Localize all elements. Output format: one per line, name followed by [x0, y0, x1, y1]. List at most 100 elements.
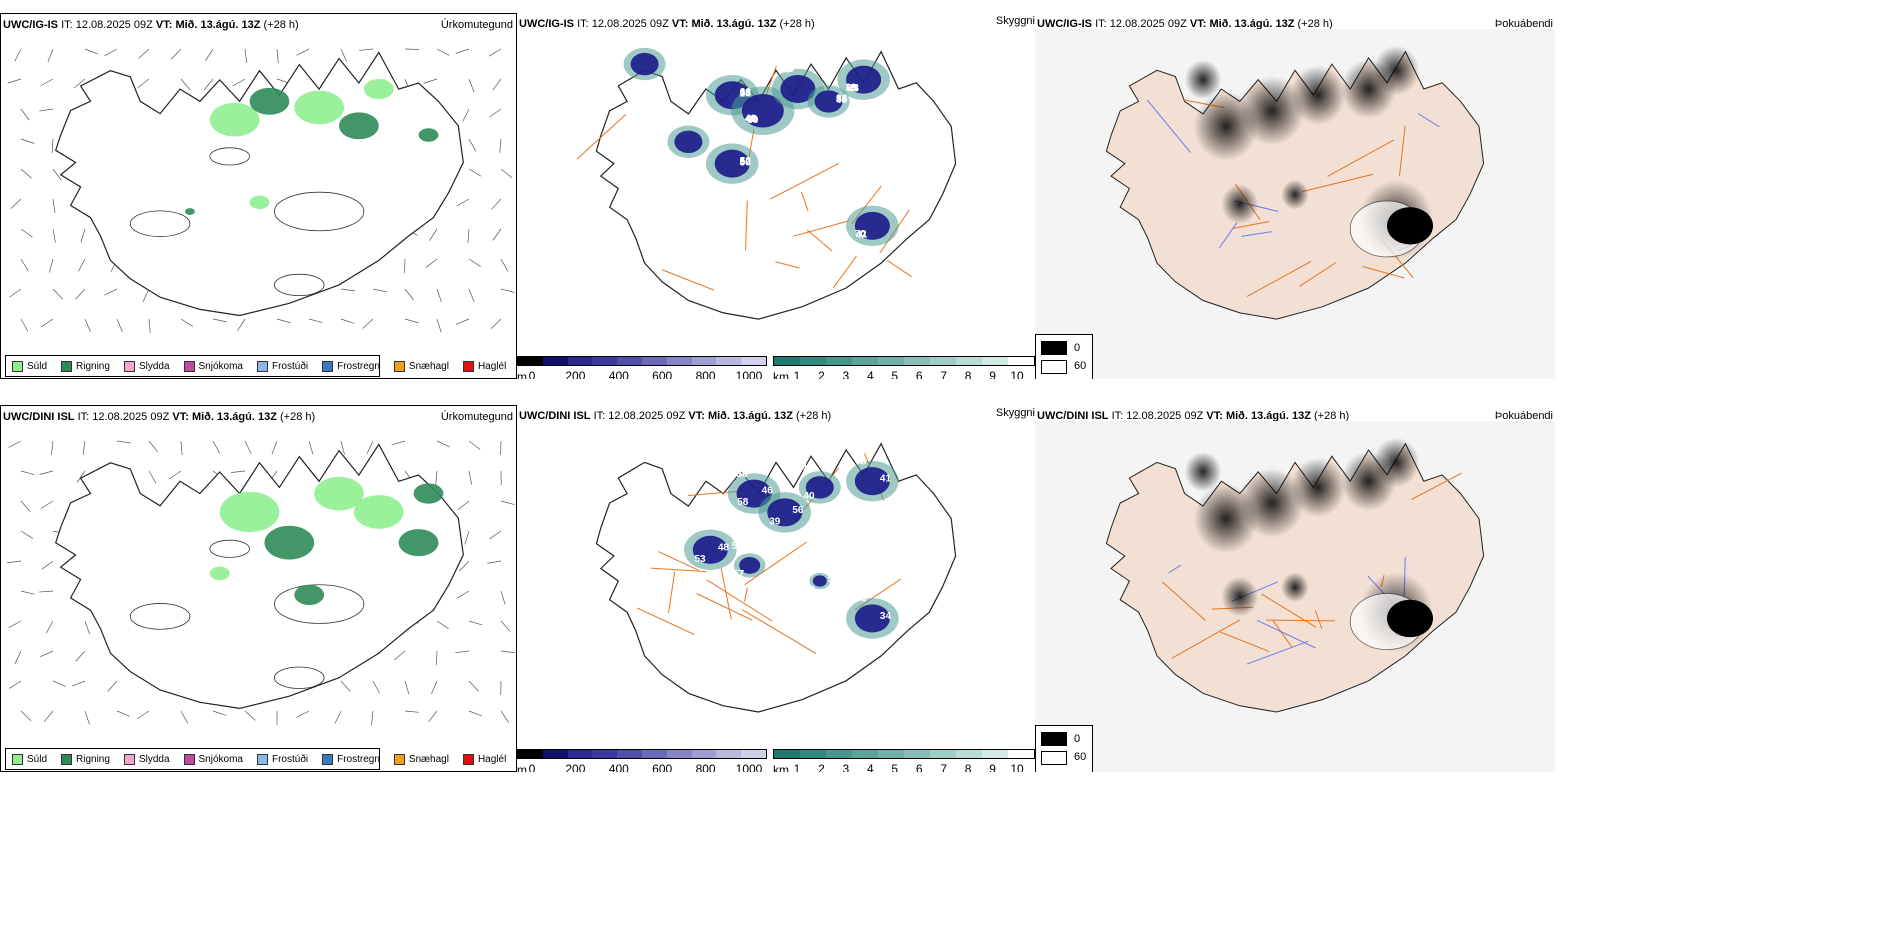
valid-label: VT: — [1206, 410, 1223, 422]
wind-barb — [436, 440, 450, 448]
ceiling-value-label: 48 — [718, 542, 730, 553]
fog-legend: 0 60 — [1035, 334, 1093, 379]
legend-item-7: Haglél — [462, 360, 507, 372]
ceiling-value-label: 48 — [848, 84, 860, 95]
ceiling-value-label: 46 — [762, 486, 774, 497]
lead-time: (+28 h) — [1313, 410, 1350, 422]
fog-area — [1290, 457, 1346, 518]
ceiling-value-label: 37 — [781, 64, 793, 75]
wind-barb — [148, 318, 151, 333]
fog-area — [1387, 207, 1433, 245]
legend-swatch — [393, 753, 405, 765]
wind-barb — [232, 78, 246, 87]
colorbar-swatch — [741, 357, 766, 365]
colorbar-swatch — [518, 357, 543, 365]
ceiling-value-label: 42 — [855, 229, 867, 240]
road — [793, 220, 850, 237]
valid-label: VT: — [688, 410, 705, 422]
colorbar-tick: 5 — [891, 762, 899, 772]
legend-label: Frostúði — [271, 360, 309, 372]
wind-barb — [9, 288, 22, 298]
ceiling-area — [741, 93, 784, 128]
fog-area — [1290, 65, 1346, 126]
legend-item-4: Frostúði — [256, 360, 309, 372]
colorbar-swatch — [982, 750, 1008, 758]
river — [1417, 113, 1440, 128]
wind-barb — [296, 48, 310, 56]
colorbar-tick: 6 — [915, 369, 923, 379]
ceiling-area — [854, 467, 890, 496]
wind-barb — [78, 258, 86, 272]
wind-barb — [212, 318, 227, 323]
colorbar-swatch — [826, 750, 852, 758]
road — [706, 579, 773, 622]
init-label: IT: — [77, 411, 90, 423]
init-time: 12.08.2025 09Z — [92, 411, 170, 423]
road — [1233, 221, 1270, 229]
colorbar-swatch — [592, 357, 618, 365]
precip-area — [294, 584, 325, 605]
lead-time: (+28 h) — [1297, 18, 1333, 30]
ceiling-area — [736, 479, 772, 508]
colorbar-tick: 200 — [565, 762, 586, 772]
road — [1272, 620, 1293, 648]
wind-barb — [468, 470, 473, 485]
ceiling-value-label: 57 — [733, 569, 745, 580]
wind-barb — [372, 288, 387, 293]
wind-barb — [362, 318, 374, 329]
ceiling-colorbar: m 0 200 400 600 800 1000 — [517, 749, 767, 772]
wind-barb — [212, 710, 227, 716]
wind-barb — [75, 650, 86, 662]
wind-barb — [500, 258, 509, 272]
legend-swatch — [462, 360, 474, 372]
colorbar-swatch — [930, 357, 956, 365]
wind-barb — [8, 620, 22, 629]
precip-area — [314, 476, 364, 511]
wind-barb — [84, 710, 90, 725]
road — [742, 609, 817, 654]
colorbar-swatch — [666, 357, 692, 365]
ceiling-area — [814, 90, 843, 113]
legend-item-0: Súld — [12, 753, 47, 765]
glacier-outline — [209, 147, 250, 166]
wind-barb — [142, 288, 150, 302]
valid-time: Mið. 13.ágú. 13Z — [1225, 410, 1311, 422]
ceiling-value-label: 61 — [740, 87, 752, 98]
wind-barb — [205, 48, 214, 61]
precip-area — [339, 112, 379, 140]
colorbar-swatch — [617, 357, 642, 365]
wind-barb — [490, 318, 502, 330]
colorbar-swatch — [592, 750, 618, 758]
init-label: IT: — [577, 18, 589, 30]
ceiling-value-label: 93 — [855, 594, 867, 605]
ceiling-area — [739, 556, 761, 574]
wind-barb — [489, 530, 502, 540]
legend-label: Haglél — [477, 360, 507, 372]
colorbar-tick: 400 — [608, 369, 629, 379]
ceiling-value-label: 74 — [672, 117, 684, 128]
wind-barb — [47, 48, 54, 63]
legend-item-3: Snjókoma — [183, 360, 243, 372]
init-time: 12.08.2025 09Z — [608, 410, 686, 422]
lead-time: (+28 h) — [263, 19, 299, 31]
wind-barb — [40, 500, 54, 509]
ceiling-value-label: 75 — [779, 65, 791, 76]
road — [1246, 260, 1312, 297]
ceiling-value-label: 10 — [845, 82, 857, 93]
colorbar-swatch — [716, 357, 742, 365]
legend-item-2: Slydda — [123, 753, 170, 765]
precip-type-legend: Súld Rigning Slydda Snjókoma Frostúði Frostre… — [5, 355, 506, 377]
road — [696, 593, 753, 621]
legend-item-5: Frostregn — [322, 753, 380, 765]
legend-swatch — [12, 753, 23, 765]
ceiling-value-label: 36 — [736, 469, 748, 480]
wind-barb — [456, 590, 470, 599]
wind-barb — [436, 650, 438, 666]
ceiling-value-label: 73 — [855, 456, 867, 467]
panel-header: UWC/DINI ISL IT: 12.08.2025 09Z VT: Mið.… — [519, 410, 831, 422]
wind-barb — [9, 680, 22, 689]
wind-barb — [436, 318, 442, 333]
wind-barb — [425, 258, 438, 268]
legend-item-6: Snæhagl — [393, 753, 449, 765]
road — [1261, 593, 1317, 628]
